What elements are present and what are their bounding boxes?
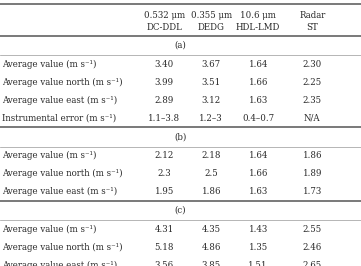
Text: 3.67: 3.67: [202, 60, 221, 69]
Text: 1.86: 1.86: [303, 151, 322, 160]
Text: 1.1–3.8: 1.1–3.8: [148, 114, 180, 123]
Text: 1.2–3: 1.2–3: [199, 114, 223, 123]
Text: 3.85: 3.85: [201, 261, 221, 266]
Text: 2.12: 2.12: [155, 151, 174, 160]
Text: 1.95: 1.95: [155, 187, 174, 196]
Text: 1.66: 1.66: [248, 78, 268, 87]
Text: Average value (m s⁻¹): Average value (m s⁻¹): [2, 151, 96, 160]
Text: DEDG: DEDG: [198, 23, 225, 32]
Text: 2.35: 2.35: [303, 96, 322, 105]
Text: 1.73: 1.73: [303, 187, 322, 196]
Text: Average value east (m s⁻¹): Average value east (m s⁻¹): [2, 261, 117, 266]
Text: Average value north (m s⁻¹): Average value north (m s⁻¹): [2, 243, 122, 252]
Text: 2.30: 2.30: [303, 60, 322, 69]
Text: N/A: N/A: [304, 114, 321, 123]
Text: 1.63: 1.63: [248, 96, 268, 105]
Text: 3.99: 3.99: [155, 78, 174, 87]
Text: 0.4–0.7: 0.4–0.7: [242, 114, 274, 123]
Text: 10.6 μm: 10.6 μm: [240, 11, 276, 20]
Text: 4.35: 4.35: [202, 225, 221, 234]
Text: 2.18: 2.18: [201, 151, 221, 160]
Text: 1.66: 1.66: [248, 169, 268, 178]
Text: 3.56: 3.56: [155, 261, 174, 266]
Text: 0.532 μm: 0.532 μm: [144, 11, 185, 20]
Text: 1.89: 1.89: [303, 169, 322, 178]
Text: 3.51: 3.51: [201, 78, 221, 87]
Text: 3.12: 3.12: [201, 96, 221, 105]
Text: Average value north (m s⁻¹): Average value north (m s⁻¹): [2, 169, 122, 178]
Text: 2.65: 2.65: [303, 261, 322, 266]
Text: 4.31: 4.31: [155, 225, 174, 234]
Text: 1.64: 1.64: [248, 151, 268, 160]
Text: 1.35: 1.35: [248, 243, 268, 252]
Text: Average value east (m s⁻¹): Average value east (m s⁻¹): [2, 96, 117, 105]
Text: 2.89: 2.89: [155, 96, 174, 105]
Text: (b): (b): [174, 132, 187, 142]
Text: ST: ST: [306, 23, 318, 32]
Text: Average value (m s⁻¹): Average value (m s⁻¹): [2, 60, 96, 69]
Text: 1.64: 1.64: [248, 60, 268, 69]
Text: Average value (m s⁻¹): Average value (m s⁻¹): [2, 225, 96, 234]
Text: 4.86: 4.86: [201, 243, 221, 252]
Text: 2.5: 2.5: [204, 169, 218, 178]
Text: Radar: Radar: [299, 11, 326, 20]
Text: Instrumental error (m s⁻¹): Instrumental error (m s⁻¹): [2, 114, 116, 123]
Text: HDL-LMD: HDL-LMD: [236, 23, 280, 32]
Text: 5.18: 5.18: [155, 243, 174, 252]
Text: 1.63: 1.63: [248, 187, 268, 196]
Text: 2.55: 2.55: [303, 225, 322, 234]
Text: Average value north (m s⁻¹): Average value north (m s⁻¹): [2, 78, 122, 87]
Text: 0.355 μm: 0.355 μm: [191, 11, 232, 20]
Text: 2.3: 2.3: [157, 169, 171, 178]
Text: 1.51: 1.51: [248, 261, 268, 266]
Text: (a): (a): [175, 41, 186, 50]
Text: Average value east (m s⁻¹): Average value east (m s⁻¹): [2, 187, 117, 196]
Text: 2.46: 2.46: [303, 243, 322, 252]
Text: DC-DDL: DC-DDL: [146, 23, 182, 32]
Text: 1.86: 1.86: [201, 187, 221, 196]
Text: 3.40: 3.40: [155, 60, 174, 69]
Text: (c): (c): [175, 206, 186, 215]
Text: 2.25: 2.25: [303, 78, 322, 87]
Text: 1.43: 1.43: [248, 225, 268, 234]
